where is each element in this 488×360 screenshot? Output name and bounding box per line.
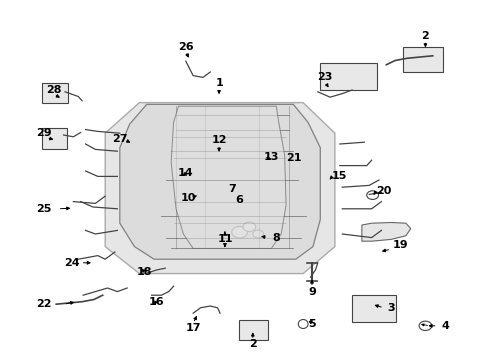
Text: 1: 1 (215, 78, 223, 88)
Text: 12: 12 (211, 135, 226, 145)
Circle shape (418, 321, 431, 330)
Text: 14: 14 (178, 168, 193, 178)
Bar (41, 128, 67, 149)
Text: 26: 26 (178, 42, 193, 52)
Ellipse shape (298, 320, 307, 329)
Text: 4: 4 (440, 321, 448, 331)
Text: 24: 24 (64, 258, 80, 268)
Text: 29: 29 (36, 128, 52, 138)
Text: 6: 6 (235, 195, 243, 205)
Circle shape (252, 230, 263, 238)
Text: 8: 8 (272, 233, 280, 243)
Text: 23: 23 (317, 72, 332, 82)
Bar (320, 63, 376, 90)
Text: 16: 16 (148, 297, 164, 307)
Circle shape (243, 222, 255, 231)
Polygon shape (361, 222, 410, 241)
Text: 15: 15 (331, 171, 347, 181)
Text: 5: 5 (307, 319, 315, 329)
Circle shape (231, 226, 247, 238)
Polygon shape (120, 104, 320, 259)
Text: 27: 27 (112, 134, 127, 144)
Text: 7: 7 (228, 184, 236, 194)
Circle shape (366, 191, 378, 199)
Text: 10: 10 (180, 193, 196, 203)
Text: 25: 25 (36, 204, 52, 214)
Text: 20: 20 (375, 186, 391, 196)
Bar (41, 83, 68, 103)
Polygon shape (105, 103, 334, 274)
Text: 2: 2 (421, 31, 428, 41)
Text: 11: 11 (217, 234, 232, 244)
Text: 18: 18 (136, 267, 152, 277)
Text: 9: 9 (307, 287, 315, 297)
Text: 22: 22 (36, 299, 52, 309)
Text: 3: 3 (386, 303, 394, 313)
Bar (238, 320, 267, 340)
Polygon shape (171, 106, 285, 248)
Text: 19: 19 (392, 240, 408, 250)
Text: 17: 17 (185, 323, 201, 333)
Text: 13: 13 (263, 152, 279, 162)
Text: 21: 21 (285, 153, 301, 163)
Bar (351, 295, 395, 322)
Text: 2: 2 (248, 339, 256, 349)
Text: 28: 28 (46, 85, 61, 95)
Bar (403, 47, 442, 72)
